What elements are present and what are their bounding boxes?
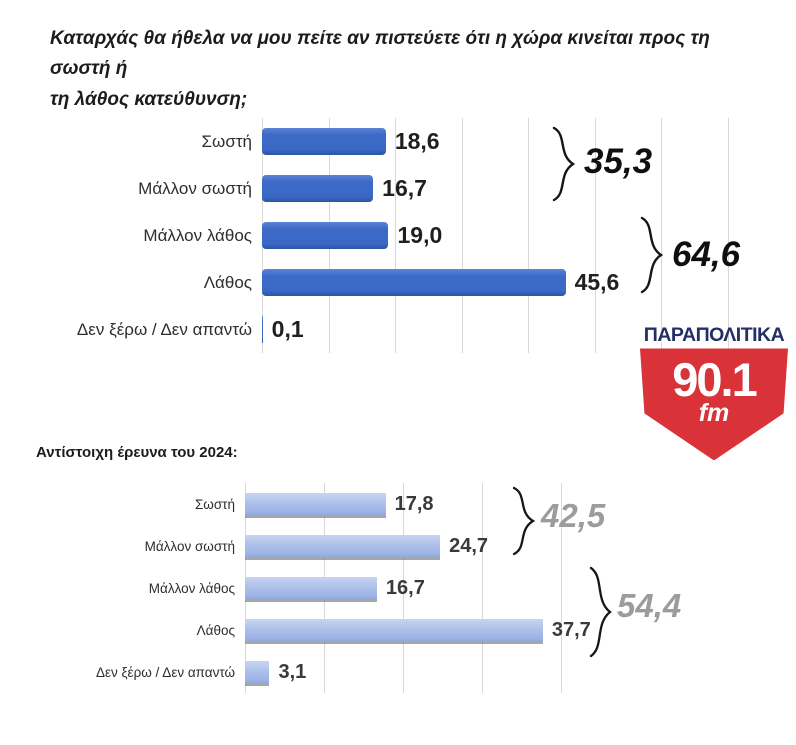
station-name: ΠΑΡΑΠΟΛΙΤΙΚΑ	[643, 324, 785, 346]
plot-cell: 0,1	[262, 316, 728, 343]
value-label: 17,8	[394, 492, 434, 515]
category-label: Λάθος	[203, 272, 252, 292]
bar	[245, 534, 441, 558]
logo-shield: 90.1 fm	[640, 348, 788, 461]
bar	[245, 618, 543, 642]
sum-right-direction-2024: 42,5	[541, 497, 606, 534]
plot-cell: 37,7	[245, 618, 591, 642]
category-label: Λάθος	[196, 622, 235, 638]
title-line-1: Καταρχάς θα ήθελα να μου πείτε αν πιστεύ…	[50, 28, 710, 80]
bar	[262, 128, 386, 155]
bar	[262, 316, 263, 343]
chart-row: Μάλλον λάθος 19,0	[30, 212, 728, 259]
plot-cell: 19,0	[262, 222, 728, 249]
chart-row: Σωστή 17,8	[37, 483, 561, 525]
bar	[245, 576, 377, 600]
chart-row: Μάλλον σωστή 16,7	[30, 165, 728, 212]
plot-cell: 16,7	[245, 576, 561, 600]
chart-rows: Σωστή 18,6 Μάλλον σωστή 16,7 Μάλλον λάθος 19,…	[30, 118, 728, 353]
category-label: Δεν ξέρω / Δεν απαντώ	[95, 664, 235, 680]
category-label: Μάλλον λάθος	[143, 225, 252, 245]
gridline	[482, 483, 483, 693]
bar	[262, 175, 374, 202]
chart-row: Σωστή 18,6	[30, 118, 728, 165]
sum-wrong-direction-2024: 54,4	[617, 587, 682, 624]
chart-rows: Σωστή 17,8 Μάλλον σωστή 24,7 Μάλλον λάθος 16,…	[37, 483, 591, 693]
value-label: 37,7	[551, 618, 591, 641]
title-line-2: τη λάθος κατεύθυνση;	[50, 88, 248, 110]
sum-wrong-direction-2025: 64,6	[672, 235, 741, 274]
station-frequency: 90.1	[672, 353, 757, 407]
chart-row: Μάλλον σωστή 24,7	[37, 525, 561, 567]
category-label: Μάλλον λάθος	[148, 580, 235, 596]
value-label: 16,7	[382, 175, 427, 201]
category-label: Σωστή	[201, 131, 252, 151]
plot-cell: 16,7	[262, 175, 728, 202]
subtitle-2024-survey: Αντίστοιχη έρευνα του 2024:	[36, 444, 238, 461]
chart-row: Λάθος 37,7	[37, 609, 591, 651]
brace-icon	[589, 566, 612, 658]
chart-row: Δεν ξέρω / Δεν απαντώ 0,1	[30, 306, 728, 353]
value-label: 3,1	[278, 660, 307, 683]
gridline	[403, 483, 404, 693]
gridline	[561, 483, 562, 693]
value-label: 45,6	[574, 269, 620, 295]
sum-right-direction-2025: 35,3	[584, 142, 653, 181]
gridline	[728, 118, 729, 353]
brace-icon	[512, 486, 536, 556]
chart-2024: Σωστή 17,8 Μάλλον σωστή 24,7 Μάλλον λάθος 16,…	[37, 483, 591, 693]
brace-icon	[552, 126, 576, 202]
value-label: 16,7	[385, 576, 425, 599]
bar	[245, 492, 386, 516]
category-label: Μάλλον σωστή	[138, 178, 252, 198]
gridline	[528, 118, 530, 353]
chart-row: Μάλλον λάθος 16,7	[37, 567, 561, 609]
value-label: 24,7	[449, 534, 489, 557]
plot-cell: 18,6	[262, 128, 728, 155]
gridline	[461, 118, 463, 353]
station-logo: ΠΑΡΑΠΟΛΙΤΙΚΑ 90.1 fm	[636, 324, 792, 461]
plot-cell: 45,6	[262, 269, 728, 296]
brace-icon	[640, 216, 664, 294]
value-label: 19,0	[397, 222, 443, 248]
value-label: 18,6	[394, 128, 440, 154]
category-label: Σωστή	[194, 496, 235, 512]
bar	[245, 660, 270, 684]
bar	[262, 222, 389, 249]
gridline	[661, 118, 663, 353]
chart-row: Λάθος 45,6	[30, 259, 728, 306]
chart-row: Δεν ξέρω / Δεν απαντώ 3,1	[37, 651, 561, 693]
plot-cell: 24,7	[245, 534, 561, 558]
station-band: fm	[698, 399, 730, 428]
bar	[262, 269, 566, 296]
value-label: 0,1	[271, 316, 304, 342]
plot-cell: 3,1	[245, 660, 561, 684]
plot-cell: 17,8	[245, 492, 561, 516]
category-label: Μάλλον σωστή	[144, 538, 235, 554]
gridline	[395, 118, 397, 353]
chart-current-year: Σωστή 18,6 Μάλλον σωστή 16,7 Μάλλον λάθος 19,…	[30, 118, 729, 353]
survey-question-title: Καταρχάς θα ήθελα να μου πείτε αν πιστεύ…	[50, 24, 760, 115]
gridline	[594, 118, 596, 353]
category-label: Δεν ξέρω / Δεν απαντώ	[76, 319, 252, 339]
